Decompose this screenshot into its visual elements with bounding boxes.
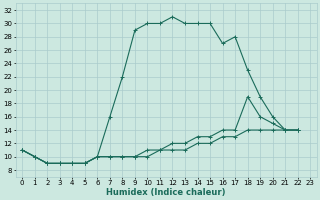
X-axis label: Humidex (Indice chaleur): Humidex (Indice chaleur) xyxy=(107,188,226,197)
